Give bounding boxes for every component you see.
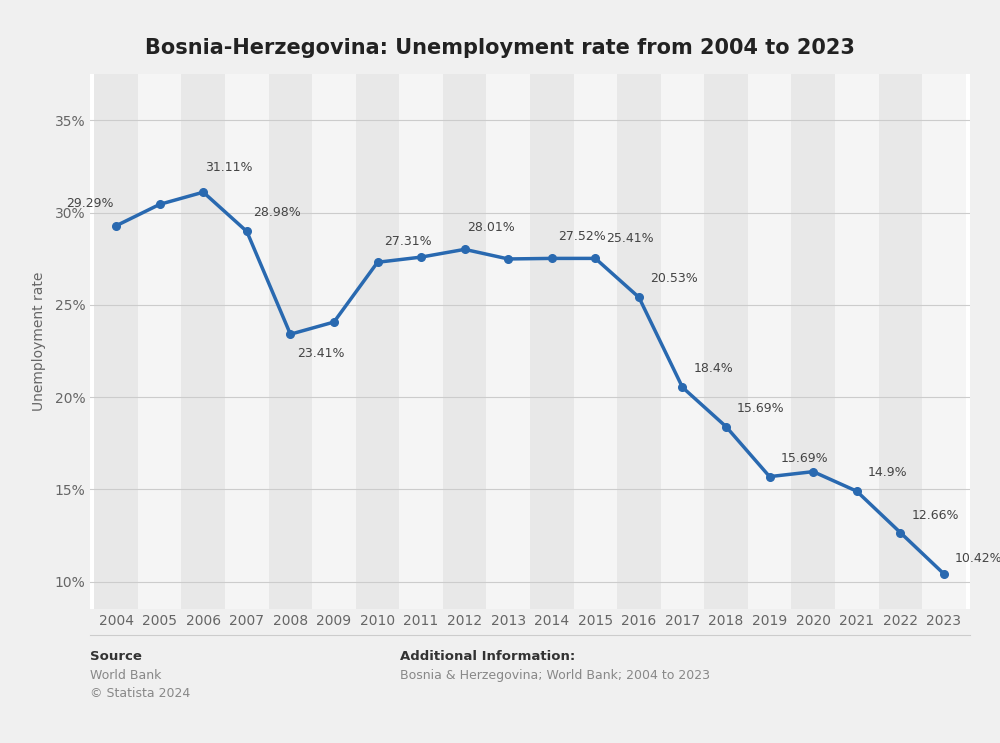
- Text: Additional Information:: Additional Information:: [400, 650, 575, 663]
- Text: Source: Source: [90, 650, 142, 663]
- Bar: [138, 74, 181, 609]
- Text: 23.41%: 23.41%: [297, 347, 344, 360]
- Text: 10.42%: 10.42%: [955, 551, 1000, 565]
- Bar: [181, 74, 225, 609]
- Text: 27.31%: 27.31%: [384, 235, 432, 247]
- Bar: [661, 74, 704, 609]
- Text: 29.29%: 29.29%: [66, 197, 114, 210]
- Text: 15.69%: 15.69%: [737, 402, 785, 415]
- Bar: [704, 74, 748, 609]
- Bar: [225, 74, 269, 609]
- Bar: [617, 74, 661, 609]
- Text: 28.01%: 28.01%: [467, 221, 515, 234]
- Bar: [312, 74, 356, 609]
- Bar: [94, 74, 138, 609]
- Y-axis label: Unemployment rate: Unemployment rate: [32, 272, 46, 412]
- Bar: [399, 74, 443, 609]
- Text: Bosnia & Herzegovina; World Bank; 2004 to 2023: Bosnia & Herzegovina; World Bank; 2004 t…: [400, 669, 710, 681]
- Text: 12.66%: 12.66%: [911, 510, 959, 522]
- Bar: [879, 74, 922, 609]
- Bar: [835, 74, 879, 609]
- Bar: [269, 74, 312, 609]
- Bar: [791, 74, 835, 609]
- Text: Bosnia-Herzegovina: Unemployment rate from 2004 to 2023: Bosnia-Herzegovina: Unemployment rate fr…: [145, 39, 855, 58]
- Text: 25.41%: 25.41%: [606, 232, 654, 244]
- Bar: [922, 74, 966, 609]
- Text: 14.9%: 14.9%: [868, 466, 907, 479]
- Text: World Bank
© Statista 2024: World Bank © Statista 2024: [90, 669, 190, 700]
- Bar: [443, 74, 486, 609]
- Bar: [486, 74, 530, 609]
- Bar: [356, 74, 399, 609]
- Text: 27.52%: 27.52%: [558, 230, 606, 243]
- Bar: [748, 74, 791, 609]
- Bar: [574, 74, 617, 609]
- Text: 15.69%: 15.69%: [780, 452, 828, 464]
- Text: 18.4%: 18.4%: [693, 363, 733, 375]
- Text: 31.11%: 31.11%: [205, 160, 253, 174]
- Text: 28.98%: 28.98%: [253, 207, 301, 219]
- Text: 20.53%: 20.53%: [650, 273, 698, 285]
- Bar: [530, 74, 574, 609]
